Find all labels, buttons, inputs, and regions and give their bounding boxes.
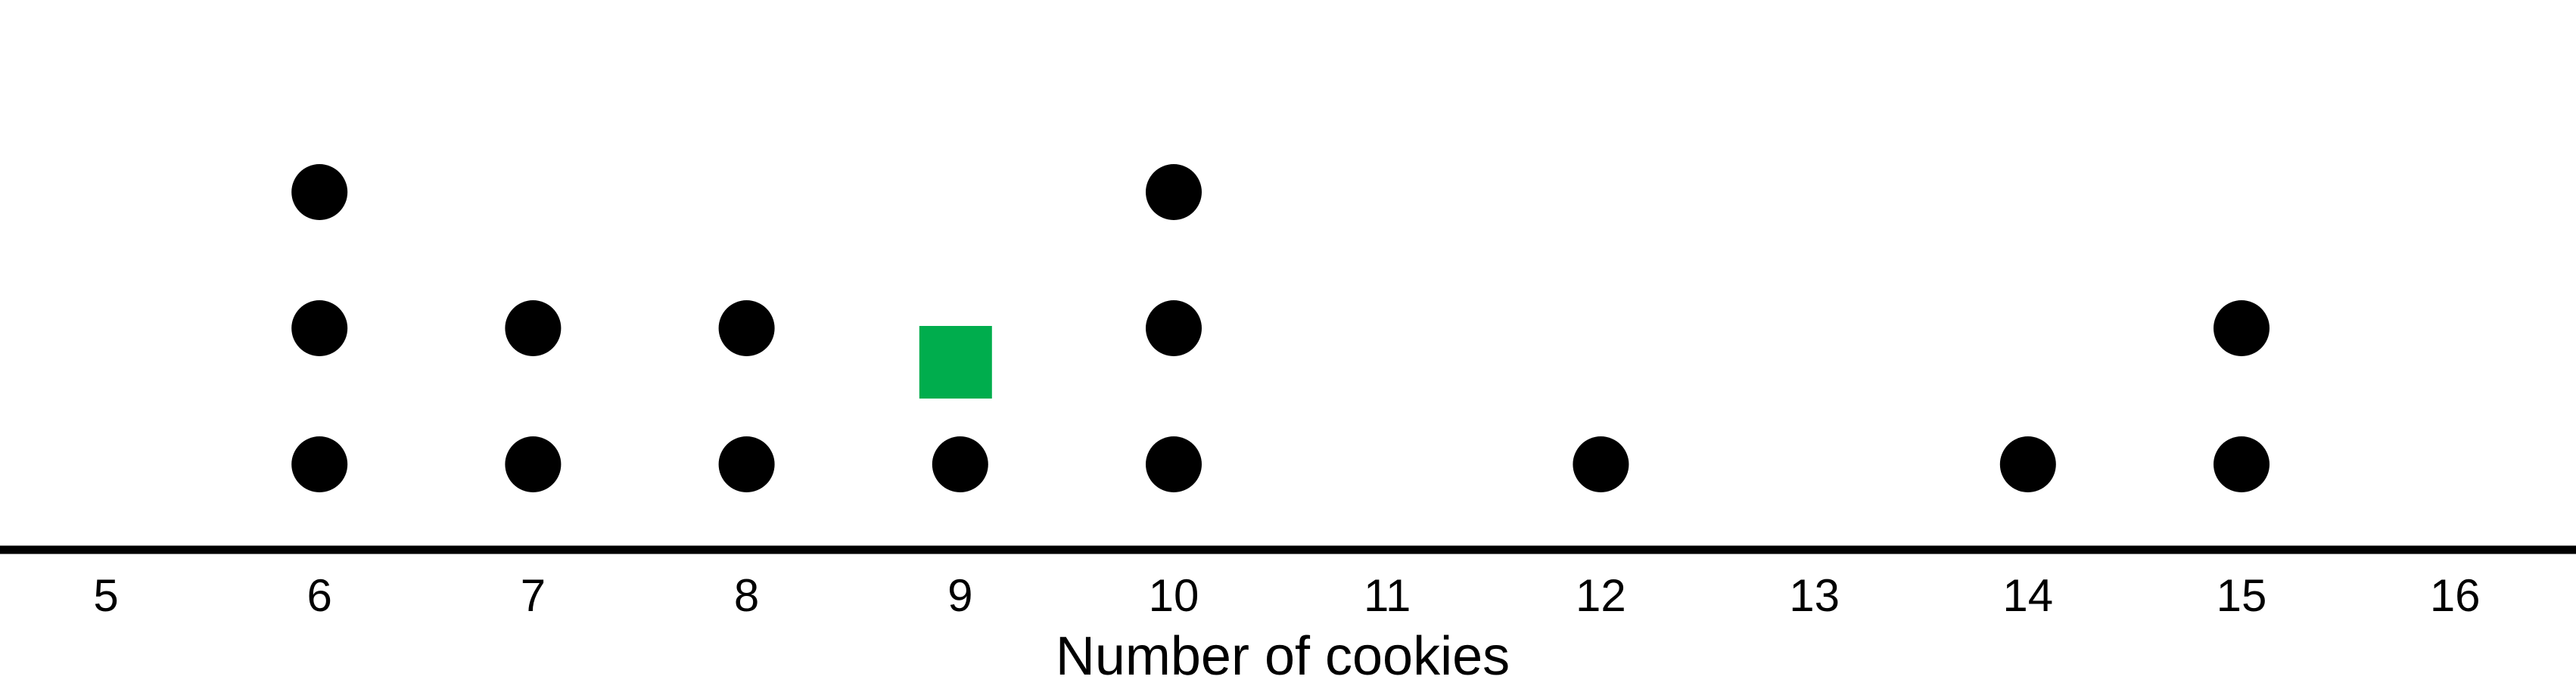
dot-x8-1 [718,436,775,492]
x-tick-label-11: 11 [1364,570,1411,621]
x-axis-title: Number of cookies [1056,626,1510,687]
dot-x10-2 [1146,300,1202,356]
x-tick-label-5: 5 [93,570,118,621]
x-tick-label-8: 8 [734,570,759,621]
x-tick-label-10: 10 [1149,570,1199,621]
dot-x8-2 [718,300,775,356]
dot-x6-3 [291,164,348,220]
x-tick-label-7: 7 [521,570,546,621]
x-tick-label-16: 16 [2430,570,2481,621]
dot-x10-1 [1146,436,1202,492]
x-tick-label-6: 6 [307,570,332,621]
dot-x6-2 [291,300,348,356]
dot-x6-1 [291,436,348,492]
dot-x15-2 [2214,300,2270,356]
x-tick-label-12: 12 [1576,570,1626,621]
dot-x12-1 [1573,436,1629,492]
x-axis-ticks: 5 6 7 8 9 10 11 12 13 14 15 16 [93,570,2480,621]
x-tick-label-15: 15 [2217,570,2267,621]
dot-x9-1 [932,436,988,492]
x-tick-label-9: 9 [947,570,972,621]
x-tick-label-13: 13 [1789,570,1840,621]
x-tick-label-14: 14 [2002,570,2053,621]
green-square-marker [919,326,992,399]
dot-x10-3 [1146,164,1202,220]
dots-layer [291,164,2270,492]
dot-x7-2 [505,300,562,356]
dot-x7-1 [505,436,562,492]
marker-layer [919,326,992,399]
dot-x15-1 [2214,436,2270,492]
dot-x14-1 [1999,436,2056,492]
